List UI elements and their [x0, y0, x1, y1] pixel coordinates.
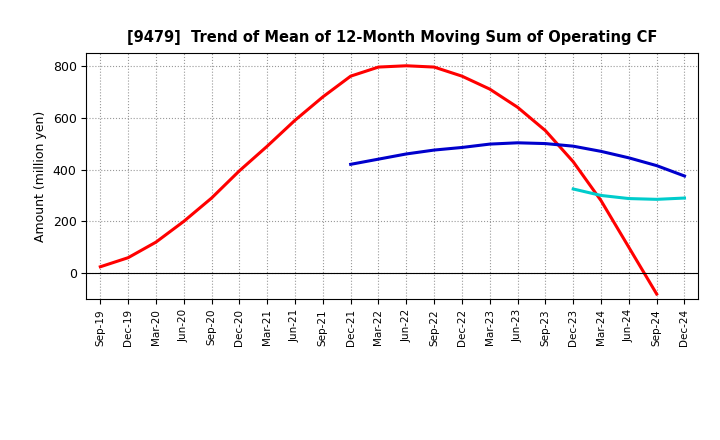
5 Years — [513, 140, 522, 146]
5 Years — [569, 143, 577, 149]
3 Years — [263, 143, 271, 149]
Line: 7 Years: 7 Years — [573, 189, 685, 199]
3 Years — [318, 94, 327, 99]
5 Years — [597, 149, 606, 154]
3 Years — [179, 219, 188, 224]
3 Years — [652, 291, 661, 297]
3 Years — [291, 117, 300, 123]
5 Years — [541, 141, 550, 146]
3 Years — [458, 73, 467, 79]
3 Years — [346, 73, 355, 79]
Y-axis label: Amount (million yen): Amount (million yen) — [34, 110, 47, 242]
Legend: 3 Years, 5 Years, 7 Years, 10 Years: 3 Years, 5 Years, 7 Years, 10 Years — [190, 433, 595, 440]
7 Years — [624, 196, 633, 201]
3 Years — [541, 128, 550, 133]
3 Years — [569, 159, 577, 165]
7 Years — [569, 186, 577, 191]
Line: 3 Years: 3 Years — [100, 66, 657, 294]
5 Years — [485, 141, 494, 147]
3 Years — [152, 239, 161, 245]
3 Years — [207, 195, 216, 201]
3 Years — [96, 264, 104, 269]
3 Years — [513, 105, 522, 110]
5 Years — [402, 151, 410, 157]
3 Years — [374, 64, 383, 70]
5 Years — [680, 173, 689, 179]
5 Years — [374, 157, 383, 162]
3 Years — [235, 168, 243, 173]
3 Years — [124, 255, 132, 260]
5 Years — [346, 161, 355, 167]
3 Years — [597, 198, 606, 203]
5 Years — [458, 145, 467, 150]
Title: [9479]  Trend of Mean of 12-Month Moving Sum of Operating CF: [9479] Trend of Mean of 12-Month Moving … — [127, 29, 657, 45]
5 Years — [652, 163, 661, 168]
7 Years — [652, 197, 661, 202]
3 Years — [485, 87, 494, 92]
Line: 5 Years: 5 Years — [351, 143, 685, 176]
5 Years — [430, 147, 438, 153]
3 Years — [402, 63, 410, 68]
3 Years — [430, 64, 438, 70]
7 Years — [680, 195, 689, 201]
7 Years — [597, 193, 606, 198]
5 Years — [624, 155, 633, 161]
3 Years — [624, 245, 633, 250]
